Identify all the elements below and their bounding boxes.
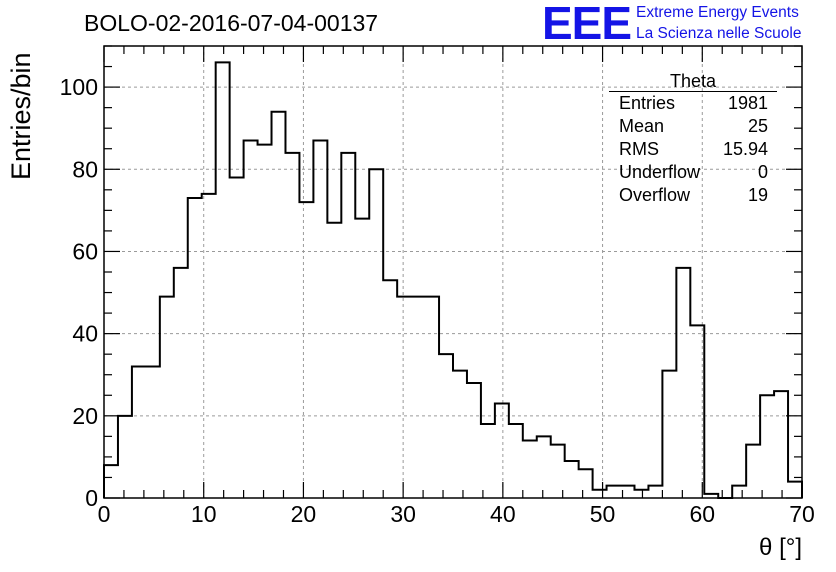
x-tick-label: 30 <box>390 501 416 527</box>
histogram-bin <box>272 112 286 498</box>
stats-label: Mean <box>619 116 665 136</box>
stats-label: Overflow <box>619 185 691 205</box>
stats-label: Entries <box>619 93 676 113</box>
histogram-bin <box>509 424 523 498</box>
histogram-bin <box>481 424 495 498</box>
stats-label: RMS <box>619 139 659 159</box>
histogram-bin <box>327 223 341 498</box>
histogram-bin <box>676 268 690 498</box>
x-tick-label: 20 <box>291 501 317 527</box>
histogram-bin <box>425 297 439 498</box>
stats-title: Theta <box>609 72 777 92</box>
stats-row-underflow: Underflow 0 <box>611 161 777 184</box>
histogram-bin <box>662 371 676 498</box>
histogram-bin <box>160 297 174 498</box>
stats-row-rms: RMS 15.94 <box>611 138 777 161</box>
histogram-bin <box>299 202 313 498</box>
histogram-bin <box>146 367 160 498</box>
histogram-bin <box>551 445 565 498</box>
logo-line-2: La Scienza nelle Scuole <box>636 25 802 42</box>
histogram-bin <box>467 383 481 498</box>
histogram-bin <box>788 482 802 498</box>
histogram-bin <box>439 354 453 498</box>
stats-box: Theta Entries 1981 Mean 25 RMS 15.94 Und… <box>609 72 777 207</box>
x-axis-label: θ [°] <box>759 534 802 561</box>
y-tick-label: 60 <box>72 238 98 264</box>
histogram-bin <box>369 169 383 498</box>
histogram-bin <box>397 297 411 498</box>
stats-value: 1981 <box>727 93 768 113</box>
x-tick-label: 50 <box>590 501 616 527</box>
plot-title: BOLO-02-2016-07-04-00137 <box>84 10 379 36</box>
logo-line-1: Extreme Energy Events <box>636 4 799 21</box>
histogram-bin <box>634 490 648 498</box>
histogram-bin <box>704 494 718 498</box>
stats-label: Underflow <box>619 162 701 182</box>
histogram-bin <box>355 219 369 498</box>
histogram-bin <box>104 465 118 498</box>
histogram-bin <box>258 145 272 498</box>
histogram-line <box>103 61 803 499</box>
stats-value: 25 <box>747 116 768 136</box>
stats-row-entries: Entries 1981 <box>611 92 777 115</box>
histogram-bin <box>579 469 593 498</box>
histogram-bin <box>565 461 579 498</box>
histogram-bin <box>411 297 425 498</box>
histogram-bin <box>453 371 467 498</box>
x-tick-label: 60 <box>689 501 715 527</box>
histogram-bin <box>313 141 327 498</box>
logo-mark: EEE <box>542 0 632 49</box>
histogram-bin <box>593 490 607 498</box>
histogram-bin <box>285 153 299 498</box>
x-tick-label: 10 <box>191 501 217 527</box>
histogram-bin <box>621 486 635 498</box>
histogram-bin <box>732 486 746 498</box>
histogram-bin <box>216 62 230 498</box>
y-tick-label: 80 <box>72 156 98 182</box>
y-axis-label: Entries/bin <box>6 52 36 180</box>
x-tick-label: 40 <box>490 501 516 527</box>
histogram-bin <box>341 153 355 498</box>
histogram-bin <box>774 391 788 498</box>
histogram-bin <box>537 436 551 498</box>
histogram-bin <box>202 194 216 498</box>
histogram-bin <box>523 440 537 498</box>
histogram-bin <box>607 486 621 498</box>
y-tick-label: 100 <box>60 74 98 100</box>
histogram-bin <box>132 367 146 498</box>
stats-value: 19 <box>747 185 768 205</box>
stats-row-overflow: Overflow 19 <box>611 184 777 207</box>
y-tick-label: 40 <box>72 321 98 347</box>
y-tick-label: 0 <box>85 485 98 511</box>
histogram-bin <box>495 403 509 498</box>
histogram-bin <box>174 268 188 498</box>
x-tick-label: 0 <box>98 501 111 527</box>
histogram-bin <box>188 198 202 498</box>
histogram-bin <box>760 395 774 498</box>
histogram-bin <box>230 177 244 498</box>
histogram-bin <box>383 280 397 498</box>
y-tick-label: 20 <box>72 403 98 429</box>
x-tick-label: 70 <box>789 501 815 527</box>
histogram-bin <box>648 486 662 498</box>
stats-row-mean: Mean 25 <box>611 115 777 138</box>
histogram-bin <box>690 325 704 498</box>
stats-value: 0 <box>757 162 768 182</box>
histogram-bin <box>244 141 258 498</box>
stats-value: 15.94 <box>722 139 768 159</box>
histogram-bin <box>118 416 132 498</box>
histogram-bin <box>746 445 760 498</box>
